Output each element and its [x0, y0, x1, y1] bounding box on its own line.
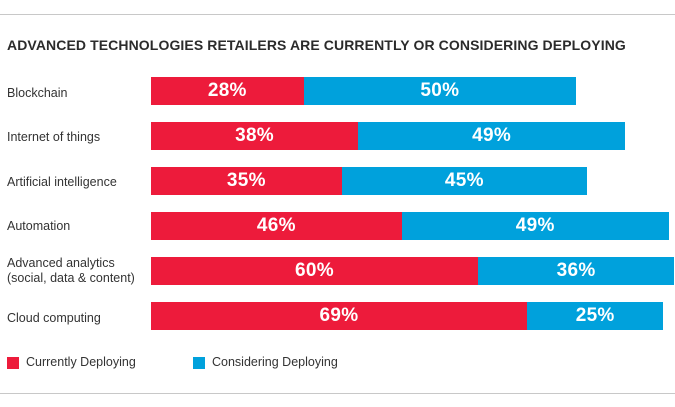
- bar-value-label: 28%: [207, 80, 247, 101]
- bar-advanced-analytics-social-data-content-currently-deploying: 60%: [151, 257, 478, 285]
- chart-title: ADVANCED TECHNOLOGIES RETAILERS ARE CURR…: [7, 37, 626, 53]
- legend-swatch-considering-deploying: [193, 357, 205, 369]
- bar-value-label: 36%: [556, 260, 596, 281]
- legend-label-considering-deploying: Considering Deploying: [212, 355, 338, 369]
- bar-value-label: 45%: [444, 170, 484, 191]
- bar-internet-of-things-considering-deploying: 49%: [358, 122, 626, 150]
- bar-artificial-intelligence-currently-deploying: 35%: [151, 167, 342, 195]
- bar-value-label: 60%: [295, 260, 334, 281]
- bar-value-label: 46%: [256, 215, 296, 236]
- row-label-internet-of-things: Internet of things: [7, 130, 101, 144]
- top-divider: [0, 14, 675, 15]
- bar-value-label: 69%: [319, 305, 359, 326]
- legend-label-currently-deploying: Currently Deploying: [26, 355, 136, 369]
- bottom-divider: [0, 393, 675, 394]
- bar-blockchain-currently-deploying: 28%: [151, 77, 304, 105]
- bar-advanced-analytics-social-data-content-considering-deploying: 36%: [478, 257, 675, 285]
- row-label-artificial-intelligence: Artificial intelligence: [7, 175, 117, 189]
- bar-artificial-intelligence-considering-deploying: 45%: [341, 167, 587, 195]
- bar-value-label: 49%: [472, 125, 512, 146]
- bar-value-label: 49%: [515, 215, 555, 236]
- row-label-blockchain: Blockchain: [7, 86, 68, 100]
- bar-value-label: 38%: [235, 125, 275, 146]
- row-label-cloud-computing: Cloud computing: [7, 311, 101, 325]
- bar-value-label: 35%: [226, 170, 266, 191]
- row-label-automation: Automation: [7, 219, 71, 233]
- bar-value-label: 50%: [420, 80, 460, 101]
- bar-automation-currently-deploying: 46%: [151, 212, 402, 240]
- bar-value-label: 25%: [575, 305, 615, 326]
- bar-cloud-computing-considering-deploying: 25%: [527, 302, 664, 330]
- bar-cloud-computing-currently-deploying: 69%: [151, 302, 528, 330]
- bar-blockchain-considering-deploying: 50%: [303, 77, 577, 105]
- row-label-advanced-analytics: Advanced analytics (social, data & conte…: [7, 256, 135, 285]
- legend-swatch-currently-deploying: [7, 357, 19, 369]
- bar-automation-considering-deploying: 49%: [401, 212, 669, 240]
- bar-internet-of-things-currently-deploying: 38%: [151, 122, 359, 150]
